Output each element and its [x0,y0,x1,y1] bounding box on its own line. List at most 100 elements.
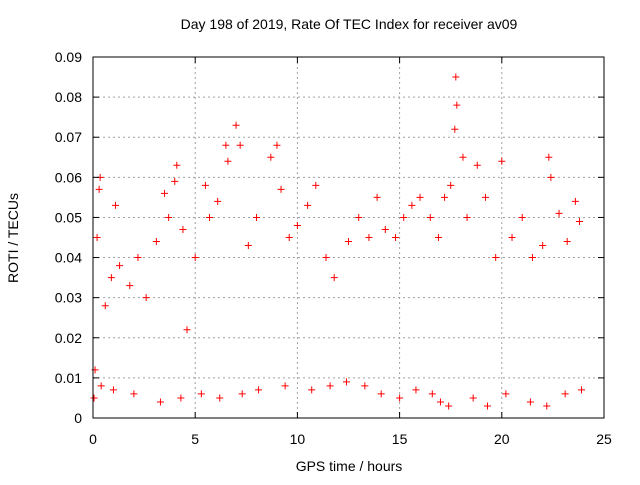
data-point [308,386,316,394]
data-point [277,185,285,193]
data-point [345,238,352,246]
y-tick-label: 0 [74,410,82,426]
data-point [304,201,312,209]
x-tick-label: 0 [89,431,97,447]
data-point [179,225,187,233]
data-point [575,217,583,225]
data-point [526,398,534,406]
y-tick-label: 0.05 [55,209,82,225]
data-point [543,402,551,410]
data-point [428,390,436,398]
data-point [445,402,453,410]
data-point [236,141,244,149]
data-point [285,234,293,241]
data-point [201,181,209,189]
data-point [555,209,563,217]
data-point [508,234,516,241]
data-point [156,398,164,406]
data-point [451,125,459,133]
data-point [216,394,224,402]
data-point [502,390,510,398]
data-point [396,394,404,402]
data-point [95,185,103,193]
data-point [293,221,301,229]
data-point [161,189,169,197]
x-tick-label: 5 [191,431,199,447]
chart-title: Day 198 of 2019, Rate Of TEC Index for r… [181,16,518,32]
data-point [130,390,138,398]
data-point [434,234,442,241]
y-tick-label: 0.04 [55,250,82,266]
data-point [326,382,334,390]
data-point [452,73,460,81]
data-point [197,390,205,398]
data-point [412,386,420,394]
y-tick-label: 0.09 [55,49,82,65]
data-point [571,197,579,205]
tick-marks [92,56,605,419]
data-point [126,282,134,290]
data-point [107,274,115,282]
data-point [459,153,467,161]
x-axis-title: GPS time / hours [296,458,403,474]
data-point [392,234,400,241]
y-tick-label: 0.06 [55,169,82,185]
data-point [381,225,389,233]
y-tick-label: 0.03 [55,290,82,306]
data-point [253,213,261,221]
data-point [545,153,553,161]
data-points [90,73,586,410]
data-point [453,101,461,109]
data-point [528,254,536,262]
data-point [377,390,385,398]
data-point [483,402,491,410]
y-tick-label: 0.08 [55,89,82,105]
data-point [214,197,222,205]
data-point [238,390,246,398]
data-point [97,382,105,390]
data-point [365,234,373,241]
data-point [561,390,569,398]
data-point [101,302,109,310]
data-point [142,294,150,302]
data-point [330,274,338,282]
data-point [498,157,506,165]
data-point [539,242,547,250]
data-point [322,254,330,262]
data-point [183,326,191,334]
data-point [255,386,263,394]
data-point [191,254,199,262]
data-point [134,254,142,262]
data-point [244,242,252,250]
data-point [463,213,471,221]
data-point [224,157,232,165]
x-tick-label: 10 [290,431,306,447]
x-tick-label: 25 [596,431,612,447]
data-point [436,398,444,406]
data-point [312,181,320,189]
data-point [281,382,289,390]
data-point [373,193,381,201]
data-point [177,394,185,402]
data-point [447,181,455,189]
data-point [109,386,117,394]
data-point [400,213,408,221]
data-point [426,213,434,221]
data-point [416,193,424,201]
y-axis-title: ROTI / TECUs [5,193,21,283]
data-point [441,193,449,201]
grid-lines [93,57,604,418]
y-tick-label: 0.07 [55,129,82,145]
data-point [165,213,173,221]
data-point [267,153,275,161]
data-point [355,213,363,221]
plot-frame [92,56,605,419]
x-tick-label: 20 [494,431,510,447]
data-point [90,394,98,402]
x-tick-label: 15 [392,431,408,447]
y-tick-label: 0.01 [55,370,82,386]
data-point [111,201,119,209]
data-point [342,378,350,386]
y-tick-label: 0.02 [55,330,82,346]
